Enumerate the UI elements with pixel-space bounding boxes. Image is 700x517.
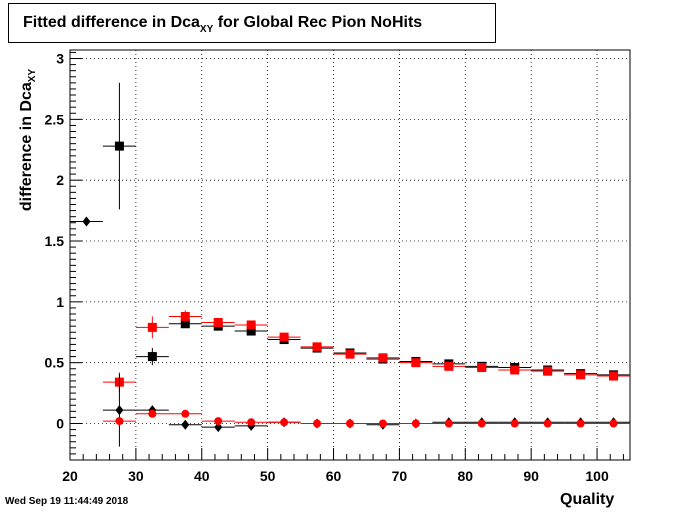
data-point-circle (444, 419, 453, 428)
y-tick-label: 2 (56, 172, 64, 188)
y-tick-label: 3 (56, 51, 64, 67)
data-point-square (147, 322, 157, 332)
data-point-square (180, 311, 190, 321)
data-point-diamond (181, 419, 190, 430)
data-point-square (378, 353, 388, 363)
x-axis-label: Quality (560, 491, 615, 508)
data-point-circle (411, 419, 420, 428)
y-axis-label-main: difference in Dca (18, 82, 35, 212)
y-tick-label: 0.5 (45, 355, 65, 371)
x-tick-label: 70 (392, 468, 408, 484)
series-1 (102, 82, 630, 380)
data-point-square (246, 320, 256, 330)
data-point-square (114, 141, 124, 151)
data-point-square (543, 366, 553, 376)
data-point-circle (214, 417, 223, 426)
y-tick-label: 0 (56, 416, 64, 432)
data-point-circle (181, 409, 190, 418)
data-point-square (576, 370, 586, 380)
data-point-circle (510, 419, 519, 428)
data-point-circle (609, 419, 618, 428)
data-point-circle (346, 419, 354, 428)
data-point-circle (247, 418, 256, 427)
data-point-circle (576, 419, 585, 428)
y-axis-label-subscript: XY (27, 68, 38, 83)
chart-title-box: Fitted difference in DcaXY for Global Re… (8, 3, 496, 43)
data-point-circle (543, 419, 552, 428)
x-tick-label: 100 (585, 468, 609, 484)
y-axis (70, 51, 82, 461)
data-point-diamond (214, 422, 223, 433)
data-point-square (510, 365, 520, 375)
data-point-circle (280, 418, 289, 427)
x-tick-label: 20 (62, 468, 78, 484)
x-tick-label: 90 (523, 468, 539, 484)
data-point-circle (313, 419, 322, 428)
data-point-circle (115, 417, 124, 426)
data-point-diamond (115, 405, 124, 416)
chart-title-subscript: XY (199, 24, 214, 35)
data-point-square (312, 342, 322, 352)
data-point-square (477, 363, 487, 373)
x-tick-label: 40 (194, 468, 210, 484)
x-axis (69, 448, 624, 460)
x-tick-label: 60 (326, 468, 342, 484)
chart-title-main: Fitted difference in Dca (23, 14, 200, 31)
data-point-square (246, 326, 256, 336)
data-point-circle (378, 419, 387, 428)
data-point-square (444, 361, 454, 371)
plot-frame (69, 49, 631, 461)
y-tick-label: 1 (56, 294, 64, 310)
data-point-square (345, 349, 355, 359)
data-point-square (609, 371, 619, 381)
y-tick-label: 2.5 (45, 111, 65, 127)
x-tick-label: 80 (458, 468, 474, 484)
grid (70, 50, 630, 460)
timestamp: Wed Sep 19 11:44:49 2018 (5, 496, 129, 507)
data-point-square (213, 318, 223, 328)
chart-title-rest: for Global Rec Pion NoHits (217, 14, 423, 31)
data-point-square (279, 332, 289, 342)
chart-title: Fitted difference in DcaXY for Global Re… (23, 14, 422, 35)
data-point-circle (148, 409, 157, 418)
data-point-square (180, 319, 190, 329)
series-4 (102, 409, 630, 428)
x-tick-label: 50 (260, 468, 276, 484)
data-point-diamond (82, 216, 91, 227)
y-axis-label: difference in DcaXY (18, 60, 42, 220)
y-tick-label: 1.5 (45, 233, 65, 249)
data-point-square (411, 358, 421, 368)
data-point-square (147, 352, 157, 362)
x-tick-label: 30 (128, 468, 144, 484)
data-point-circle (477, 419, 486, 428)
